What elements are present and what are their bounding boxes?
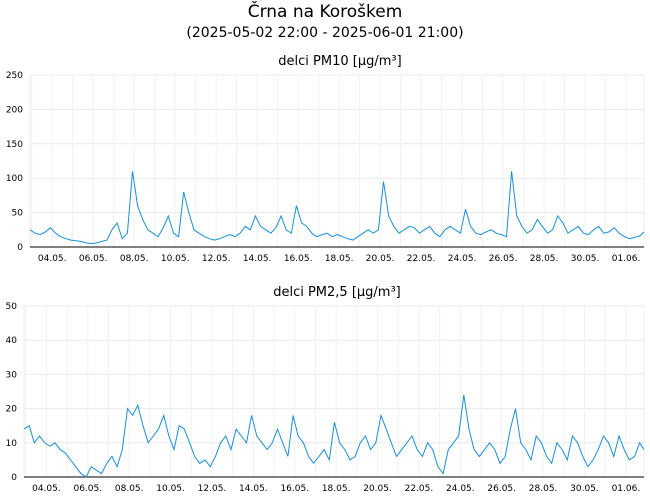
chart-pm10: delci PM10 [µg/m³] 0 50 100 150 200 250 04.05. 0… — [6, 54, 645, 264]
page-title: Črna na Koroškem — [247, 2, 403, 22]
x-tick-label: 01.06. — [612, 254, 641, 264]
y-tick-label: 40 — [6, 336, 18, 346]
x-tick-label: 06.05. — [73, 484, 102, 494]
y-tick-label: 10 — [6, 439, 18, 449]
x-tick-label: 18.05. — [322, 484, 351, 494]
y-tick-label: 20 — [6, 405, 18, 415]
y-tick-label: 30 — [6, 370, 18, 380]
x-tick-label: 22.05. — [407, 254, 436, 264]
y-tick-label: 50 — [6, 302, 18, 312]
x-tick-label: 14.05. — [243, 254, 272, 264]
series-line — [23, 394, 645, 478]
x-tick-label: 28.05. — [530, 254, 559, 264]
x-tick-label: 28.05. — [529, 484, 558, 494]
x-tick-label: 24.05. — [448, 254, 477, 264]
y-tick-label: 250 — [6, 71, 23, 81]
x-tick-label: 10.05. — [156, 484, 185, 494]
x-tick-label: 26.05. — [487, 484, 516, 494]
plot-area — [29, 74, 645, 248]
x-tick-label: 08.05. — [115, 484, 144, 494]
x-tick-label: 20.05. — [363, 484, 392, 494]
date-range-subtitle: (2025-05-02 22:00 - 2025-06-01 21:00) — [186, 25, 464, 41]
x-tick-label: 16.05. — [284, 254, 313, 264]
chart-pm25: delci PM2,5 [µg/m³] 0 10 20 30 40 50 04.05. 06.0… — [6, 285, 645, 494]
x-tick-label: 01.06. — [612, 484, 641, 494]
y-tick-label: 150 — [6, 140, 23, 150]
x-tick-label: 30.05. — [571, 254, 600, 264]
x-tick-label: 18.05. — [325, 254, 354, 264]
x-tick-label: 24.05. — [446, 484, 475, 494]
x-tick-label: 16.05. — [280, 484, 309, 494]
x-tick-label: 10.05. — [161, 254, 190, 264]
plot-area — [23, 305, 645, 478]
y-tick-label: 0 — [17, 243, 23, 253]
x-tick-label: 22.05. — [405, 484, 434, 494]
x-tick-label: 30.05. — [570, 484, 599, 494]
y-tick-label: 200 — [6, 105, 23, 115]
y-tick-label: 50 — [12, 209, 24, 219]
series-line — [29, 171, 645, 245]
x-tick-label: 08.05. — [120, 254, 149, 264]
y-tick-label: 100 — [6, 174, 23, 184]
chart-title: delci PM10 [µg/m³] — [278, 54, 401, 69]
x-tick-label: 26.05. — [489, 254, 518, 264]
x-tick-label: 04.05. — [32, 484, 61, 494]
x-tick-label: 14.05. — [239, 484, 268, 494]
y-tick-label: 0 — [11, 473, 17, 483]
x-tick-label: 12.05. — [202, 254, 231, 264]
chart-title: delci PM2,5 [µg/m³] — [273, 285, 401, 300]
x-tick-label: 06.05. — [79, 254, 108, 264]
x-tick-label: 12.05. — [198, 484, 227, 494]
x-tick-label: 20.05. — [366, 254, 395, 264]
x-tick-label: 04.05. — [38, 254, 67, 264]
